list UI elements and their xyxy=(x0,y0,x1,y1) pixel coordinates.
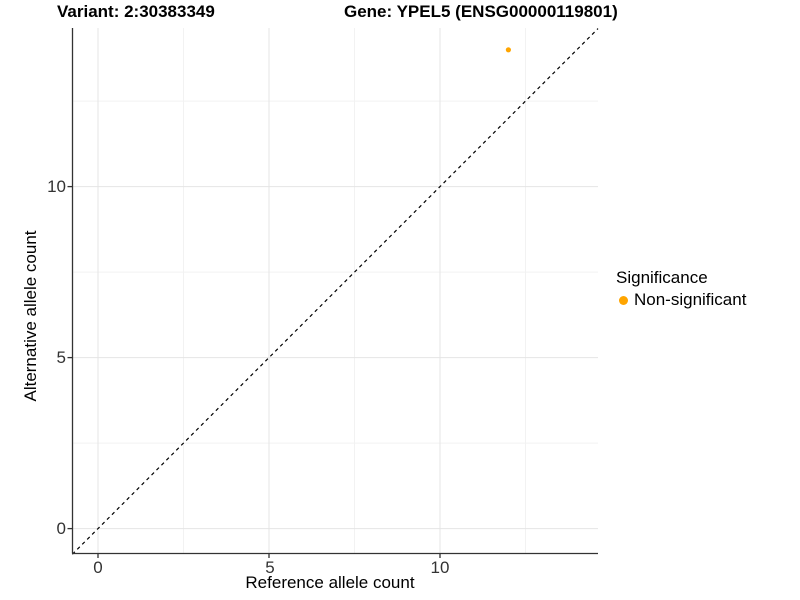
legend-item-non-significant: Non-significant xyxy=(616,290,746,310)
x-tick-label-5: 5 xyxy=(265,558,275,577)
y-tick-label-10: 10 xyxy=(47,177,66,196)
variant-title: Variant: 2:30383349 xyxy=(57,2,215,21)
identity-line xyxy=(71,28,599,555)
legend-item-label: Non-significant xyxy=(634,290,747,309)
y-tick-label-5: 5 xyxy=(56,348,66,367)
legend-title: Significance xyxy=(616,268,708,287)
x-axis-title: Reference allele count xyxy=(245,573,415,592)
plot-dynamic-layer xyxy=(67,28,599,558)
legend: Significance Non-significant xyxy=(616,268,746,310)
non-significant-dot-icon xyxy=(619,295,628,305)
data-point xyxy=(505,47,511,53)
y-axis-title: Alternative allele count xyxy=(21,230,40,402)
x-tick-label-10: 10 xyxy=(430,558,450,577)
x-tick-label-0: 0 xyxy=(93,558,103,577)
gene-title: Gene: YPEL5 (ENSG00000119801) xyxy=(344,2,618,21)
y-tick-label-0: 0 xyxy=(56,519,66,538)
